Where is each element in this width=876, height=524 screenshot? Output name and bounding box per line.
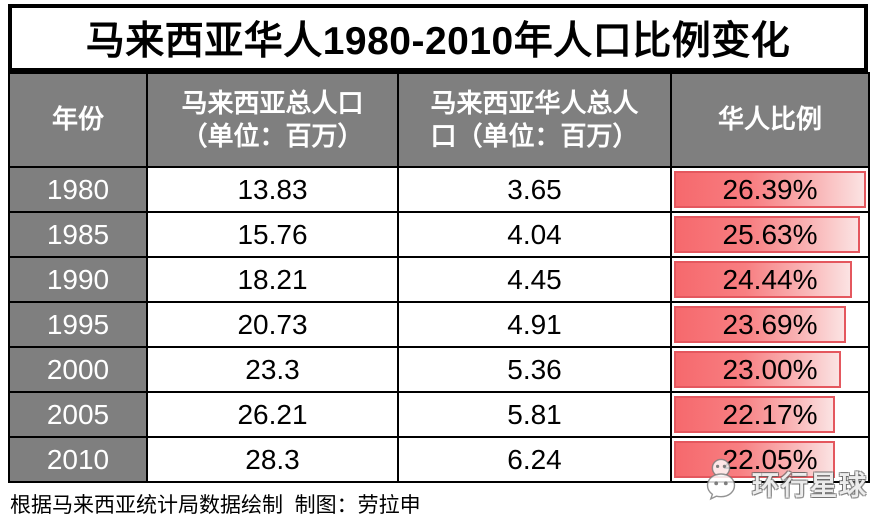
chinese-population-value: 4.91 — [397, 301, 672, 348]
header-total-population: 马来西亚总人口 （单位：百万） — [146, 72, 399, 168]
databar — [674, 396, 836, 433]
year-value: 1980 — [8, 166, 148, 213]
wechat-bubbles-icon — [700, 458, 750, 509]
ratio-value: 26.39% — [722, 173, 818, 205]
year-value: 1995 — [8, 301, 148, 348]
ratio-cell: 22.05% — [670, 436, 870, 483]
table-row: 2000 23.3 5.36 23.00% — [8, 346, 870, 393]
year-value: 1990 — [8, 256, 148, 303]
databar-track — [674, 396, 866, 433]
ratio-value: 22.05% — [722, 443, 818, 475]
ratio-value: 23.00% — [722, 353, 818, 385]
ratio-cell: 24.44% — [670, 256, 870, 303]
total-population-value: 26.21 — [146, 391, 399, 438]
table-row: 1985 15.76 4.04 25.63% — [8, 211, 870, 258]
total-population-value: 23.3 — [146, 346, 399, 393]
watermark: 环行星球 — [700, 458, 868, 509]
ratio-cell: 23.69% — [670, 301, 870, 348]
databar — [674, 351, 842, 388]
total-population-value: 13.83 — [146, 166, 399, 213]
chinese-population-value: 4.45 — [397, 256, 672, 303]
ratio-cell: 23.00% — [670, 346, 870, 393]
databar-track — [674, 351, 866, 388]
ratio-value: 22.17% — [722, 398, 818, 430]
databar — [674, 306, 847, 343]
databar-track — [674, 261, 866, 298]
databar — [674, 261, 852, 298]
ratio-cell: 22.17% — [670, 391, 870, 438]
total-population-value: 20.73 — [146, 301, 399, 348]
page-title: 马来西亚华人1980-2010年人口比例变化 — [85, 20, 791, 63]
chinese-population-value: 3.65 — [397, 166, 672, 213]
databar — [674, 441, 835, 478]
chinese-population-value: 4.04 — [397, 211, 672, 258]
databar-track — [674, 441, 866, 478]
header-chinese-ratio: 华人比例 — [670, 72, 870, 168]
table-row: 2005 26.21 5.81 22.17% — [8, 391, 870, 438]
year-value: 1985 — [8, 211, 148, 258]
ratio-value: 25.63% — [722, 218, 818, 250]
table-row: 1990 18.21 4.45 24.44% — [8, 256, 870, 303]
ratio-cell: 25.63% — [670, 211, 870, 258]
source-note: 根据马来西亚统计局数据绘制 制图：劳拉申 — [10, 494, 421, 517]
header-year: 年份 — [8, 72, 148, 168]
header-chinese-population: 马来西亚华人总人 口（单位：百万） — [397, 72, 672, 168]
table-row: 2010 28.3 6.24 22.05% — [8, 436, 870, 483]
year-value: 2005 — [8, 391, 148, 438]
total-population-value: 15.76 — [146, 211, 399, 258]
chinese-population-value: 5.36 — [397, 346, 672, 393]
ratio-value: 23.69% — [722, 308, 818, 340]
total-population-value: 18.21 — [146, 256, 399, 303]
databar-track — [674, 216, 866, 253]
year-value: 2010 — [8, 436, 148, 483]
ratio-value: 24.44% — [722, 263, 818, 295]
watermark-label: 环行星球 — [752, 471, 868, 501]
chinese-population-value: 6.24 — [397, 436, 672, 483]
databar — [674, 171, 866, 208]
ratio-cell: 26.39% — [670, 166, 870, 213]
total-population-value: 28.3 — [146, 436, 399, 483]
databar-track — [674, 171, 866, 208]
table-row: 1980 13.83 3.65 26.39% — [8, 166, 870, 213]
table-header-row: 年份 马来西亚总人口 （单位：百万） 马来西亚华人总人 口（单位：百万） 华人比… — [8, 72, 870, 168]
year-value: 2000 — [8, 346, 148, 393]
table-row: 1995 20.73 4.91 23.69% — [8, 301, 870, 348]
databar-track — [674, 306, 866, 343]
population-table: 年份 马来西亚总人口 （单位：百万） 马来西亚华人总人 口（单位：百万） 华人比… — [8, 72, 870, 483]
chinese-population-value: 5.81 — [397, 391, 672, 438]
title-box: 马来西亚华人1980-2010年人口比例变化 — [8, 4, 868, 72]
databar — [674, 216, 861, 253]
